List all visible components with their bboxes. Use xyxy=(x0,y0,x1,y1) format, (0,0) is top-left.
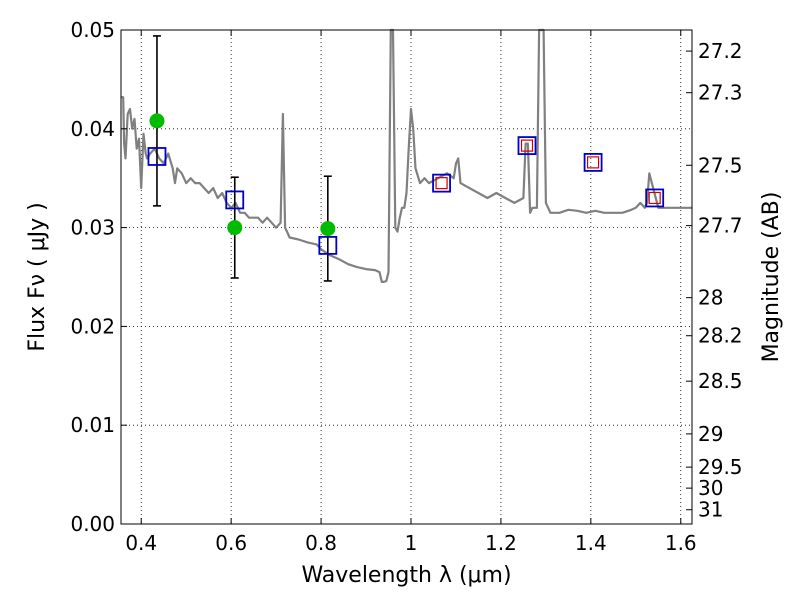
x-tick-label: 1.2 xyxy=(485,531,517,555)
magnitude-tick-label: 29.5 xyxy=(698,455,743,479)
magnitude-tick-label: 29 xyxy=(698,422,723,446)
magnitude-tick-label: 27.5 xyxy=(698,153,743,177)
errorbar-layer xyxy=(152,35,332,282)
model-flux-box xyxy=(147,147,167,166)
grid-lines xyxy=(121,30,692,524)
y-tick-label: 0.02 xyxy=(70,314,115,338)
y-axis-label: Flux Fν ( μJy ) xyxy=(25,202,50,351)
spectrum-line xyxy=(121,28,692,283)
observed-flux-point xyxy=(149,113,165,129)
magnitude-tick-label: 27.7 xyxy=(698,214,743,238)
y-tick-label: 0.05 xyxy=(70,18,115,42)
magnitude-tick-label: 28 xyxy=(698,286,723,310)
model-points-layer xyxy=(147,136,665,255)
observed-flux-point xyxy=(227,220,243,236)
x-tick-label: 1.4 xyxy=(575,531,607,555)
model-flux-inner-box xyxy=(648,191,661,205)
magnitude-axis-label: Magnitude (AB) xyxy=(759,192,784,363)
model-flux-inner-box xyxy=(586,156,600,169)
model-flux-box xyxy=(517,136,537,155)
plot-frame xyxy=(120,29,693,525)
magnitude-tick-label: 31 xyxy=(698,498,723,522)
magnitude-tick-label: 27.3 xyxy=(698,81,743,105)
model-flux-box xyxy=(318,235,338,255)
model-flux-box xyxy=(583,152,603,172)
model-flux-inner-box xyxy=(520,139,534,152)
x-tick-label: 1.6 xyxy=(665,531,697,555)
observed-points-layer xyxy=(149,113,336,237)
observed-flux-point xyxy=(320,221,336,237)
model-flux-inner-box xyxy=(435,177,448,190)
x-tick-label: 0.6 xyxy=(215,531,247,555)
x-tick-label: 0.4 xyxy=(125,531,157,555)
spectrum-layer xyxy=(121,28,692,283)
y-axis-ticks: 0.00 0.01 0.02 0.03 0.04 0.05 xyxy=(70,18,127,536)
y-tick-label: 0.00 xyxy=(70,512,115,536)
model-flux-box xyxy=(645,188,665,208)
magnitude-tick-label: 30 xyxy=(698,476,723,500)
magnitude-tick-label: 27.2 xyxy=(698,39,743,63)
model-flux-box xyxy=(225,190,245,210)
y-tick-label: 0.03 xyxy=(70,216,115,240)
y-tick-label: 0.01 xyxy=(70,413,115,437)
x-tick-label: 1 xyxy=(405,531,418,555)
y-tick-label: 0.04 xyxy=(70,117,115,141)
x-axis-ticks: 0.4 0.6 0.8 1 1.2 1.4 1.6 xyxy=(125,30,697,555)
model-flux-box xyxy=(432,173,451,193)
magnitude-tick-label: 28.5 xyxy=(698,369,743,393)
x-axis-label: Wavelength λ (μm) xyxy=(301,563,511,588)
magnitude-tick-label: 28.2 xyxy=(698,324,743,348)
x-tick-label: 0.8 xyxy=(305,531,337,555)
